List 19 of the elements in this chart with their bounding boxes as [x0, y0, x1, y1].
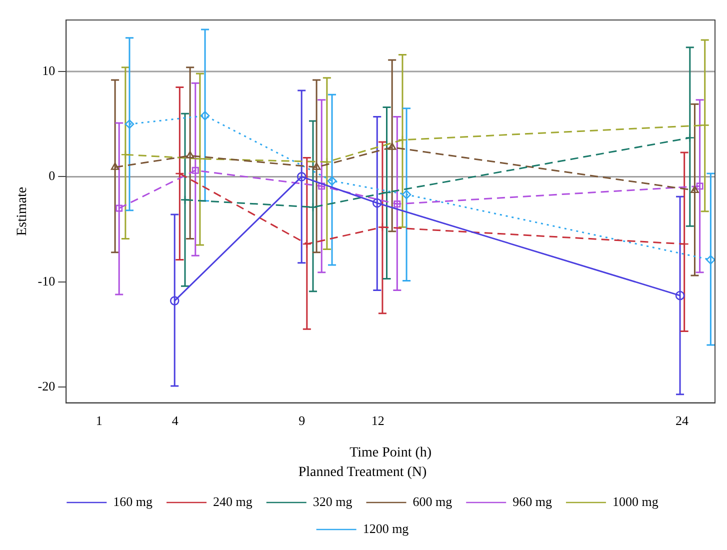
legend-label: 1200 mg [362, 520, 410, 536]
y-axis-title: Estimate [15, 186, 30, 236]
legend-label: 960 mg [512, 494, 552, 509]
legend-label: 240 mg [213, 494, 253, 509]
legend-label: 320 mg [312, 494, 353, 509]
x-tick-label: 24 [676, 413, 690, 428]
x-tick-label: 1 [96, 413, 102, 428]
legend-label: 600 mg [412, 494, 453, 509]
x-axis-title: Time Point (h) [350, 445, 432, 460]
x-tick-label: 12 [371, 413, 384, 428]
x-tick-label: 9 [298, 413, 306, 428]
legend-label: 1000 mg [612, 494, 659, 509]
y-tick-label: 0 [48, 168, 56, 184]
y-tick-label: -20 [38, 378, 56, 394]
legend-title: Planned Treatment (N) [298, 464, 427, 480]
y-tick-label: 10 [42, 62, 56, 78]
legend-label: 160 mg [113, 494, 154, 509]
y-tick-label: -10 [38, 273, 56, 288]
x-tick-label: 4 [172, 413, 179, 428]
